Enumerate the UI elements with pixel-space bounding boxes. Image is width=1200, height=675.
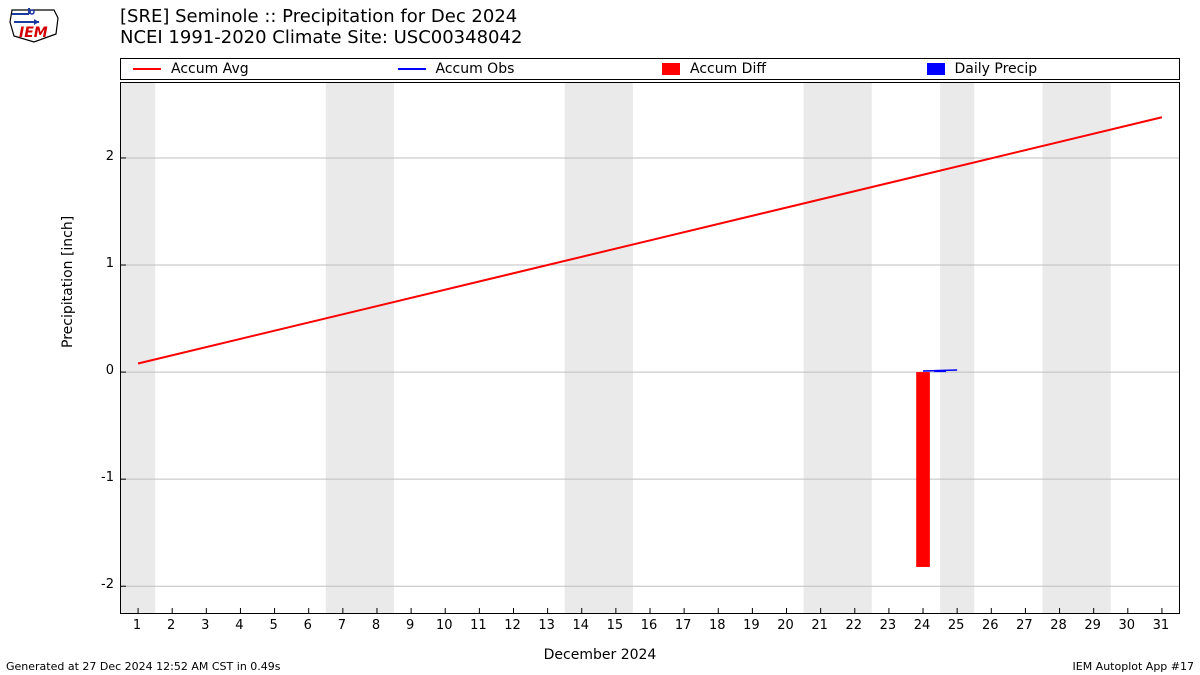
legend-swatch bbox=[133, 68, 161, 70]
x-tick-label: 24 bbox=[912, 618, 932, 633]
iem-logo: IEM bbox=[4, 4, 64, 44]
x-tick-label: 30 bbox=[1117, 618, 1137, 633]
x-tick-label: 1 bbox=[127, 618, 147, 633]
footer-generated: Generated at 27 Dec 2024 12:52 AM CST in… bbox=[6, 660, 281, 673]
title-line1: [SRE] Seminole :: Precipitation for Dec … bbox=[120, 6, 522, 27]
footer-app: IEM Autoplot App #17 bbox=[1073, 660, 1195, 673]
x-tick-label: 3 bbox=[195, 618, 215, 633]
y-tick-label: 0 bbox=[84, 363, 114, 378]
x-tick-label: 9 bbox=[400, 618, 420, 633]
x-tick-label: 21 bbox=[810, 618, 830, 633]
x-tick-label: 2 bbox=[161, 618, 181, 633]
x-tick-label: 7 bbox=[332, 618, 352, 633]
legend-item: Accum Obs bbox=[386, 61, 651, 77]
x-tick-label: 13 bbox=[537, 618, 557, 633]
x-tick-label: 26 bbox=[980, 618, 1000, 633]
svg-text:IEM: IEM bbox=[19, 25, 48, 41]
legend-item: Daily Precip bbox=[915, 61, 1180, 77]
y-tick-label: 1 bbox=[84, 256, 114, 271]
legend-item: Accum Diff bbox=[650, 61, 915, 77]
x-tick-label: 25 bbox=[946, 618, 966, 633]
x-tick-label: 4 bbox=[229, 618, 249, 633]
x-tick-label: 16 bbox=[639, 618, 659, 633]
x-tick-label: 28 bbox=[1049, 618, 1069, 633]
title-line2: NCEI 1991-2020 Climate Site: USC00348042 bbox=[120, 27, 522, 48]
legend-swatch bbox=[398, 68, 426, 70]
legend-swatch bbox=[662, 63, 680, 75]
x-tick-label: 6 bbox=[298, 618, 318, 633]
x-tick-label: 18 bbox=[707, 618, 727, 633]
x-tick-label: 23 bbox=[878, 618, 898, 633]
x-tick-label: 12 bbox=[502, 618, 522, 633]
x-tick-label: 8 bbox=[366, 618, 386, 633]
legend-label: Accum Avg bbox=[171, 61, 249, 77]
chart-title: [SRE] Seminole :: Precipitation for Dec … bbox=[120, 6, 522, 48]
legend-swatch bbox=[927, 63, 945, 75]
x-tick-label: 15 bbox=[605, 618, 625, 633]
x-tick-label: 14 bbox=[571, 618, 591, 633]
x-tick-label: 5 bbox=[264, 618, 284, 633]
x-tick-label: 31 bbox=[1151, 618, 1171, 633]
legend-label: Accum Obs bbox=[436, 61, 515, 77]
x-tick-label: 20 bbox=[776, 618, 796, 633]
legend: Accum Avg Accum Obs Accum Diff Daily Precip bbox=[120, 58, 1180, 80]
y-tick-label: -2 bbox=[84, 577, 114, 592]
y-tick-label: 2 bbox=[84, 149, 114, 164]
legend-item: Accum Avg bbox=[121, 61, 386, 77]
x-tick-label: 22 bbox=[844, 618, 864, 633]
plot-area bbox=[120, 82, 1180, 614]
y-tick-label: -1 bbox=[84, 470, 114, 485]
y-axis-label: Precipitation [inch] bbox=[60, 216, 76, 348]
x-tick-label: 10 bbox=[434, 618, 454, 633]
x-tick-label: 19 bbox=[741, 618, 761, 633]
x-tick-label: 29 bbox=[1083, 618, 1103, 633]
legend-label: Daily Precip bbox=[955, 61, 1038, 77]
x-tick-label: 17 bbox=[673, 618, 693, 633]
x-tick-label: 27 bbox=[1014, 618, 1034, 633]
legend-label: Accum Diff bbox=[690, 61, 766, 77]
x-tick-label: 11 bbox=[468, 618, 488, 633]
